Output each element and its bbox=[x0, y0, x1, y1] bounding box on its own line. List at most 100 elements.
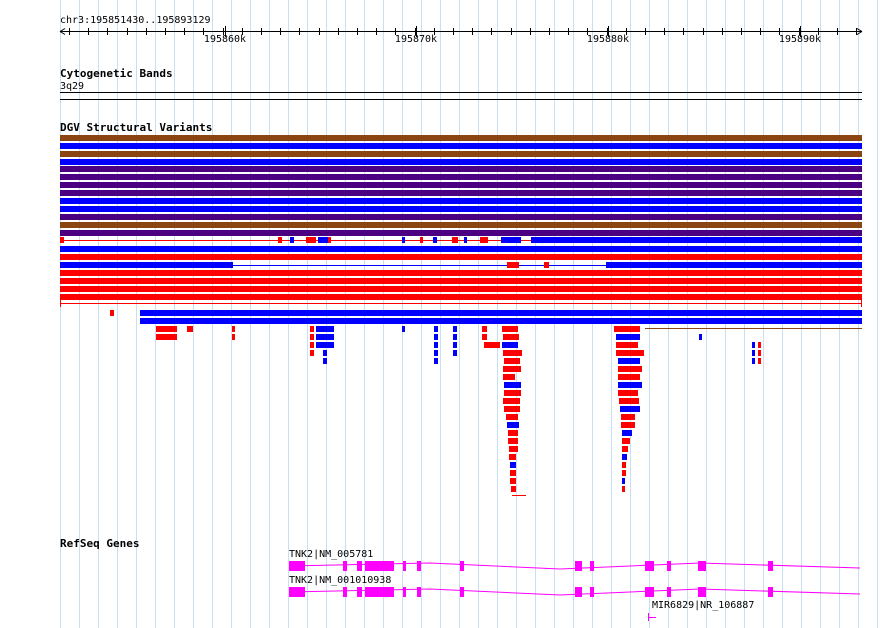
sv-block bbox=[484, 342, 500, 348]
sv-block bbox=[420, 237, 423, 243]
sv-block bbox=[618, 382, 642, 388]
sv-block bbox=[622, 438, 630, 444]
sv-block bbox=[453, 334, 457, 340]
refseq-track-title[interactable]: RefSeq Genes bbox=[60, 537, 140, 550]
sv-block bbox=[402, 237, 405, 243]
sv-block bbox=[433, 237, 437, 243]
ruler-tick-label: 195860k bbox=[203, 34, 247, 45]
sv-block bbox=[504, 382, 521, 388]
sv-block bbox=[622, 486, 625, 492]
sv-bar bbox=[60, 206, 862, 212]
sv-block bbox=[323, 350, 327, 356]
gene-label[interactable]: TNK2|NM_005781 bbox=[289, 549, 374, 560]
gene-exon bbox=[768, 561, 773, 571]
gene-exon bbox=[417, 561, 421, 571]
sv-block bbox=[290, 237, 294, 243]
sv-block bbox=[504, 358, 520, 364]
gene-exon bbox=[343, 587, 347, 597]
sv-block bbox=[509, 454, 516, 460]
sv-block bbox=[619, 398, 639, 404]
gene-label[interactable]: MIR6829|NR_106887 bbox=[652, 600, 755, 611]
sv-bar bbox=[60, 190, 862, 196]
sv-bar bbox=[60, 198, 862, 204]
sv-block bbox=[464, 237, 467, 243]
sv-block bbox=[482, 326, 487, 332]
sv-bar bbox=[60, 159, 862, 165]
sv-block bbox=[618, 374, 640, 380]
sv-bar bbox=[60, 286, 862, 292]
sv-block bbox=[510, 462, 516, 468]
sv-bar bbox=[60, 254, 862, 260]
sv-bar bbox=[60, 294, 862, 300]
sv-bar bbox=[60, 143, 862, 149]
region-label: chr3:195851430..195893129 bbox=[60, 15, 211, 26]
sv-block bbox=[752, 350, 755, 356]
sv-block bbox=[453, 342, 457, 348]
gene-exon bbox=[357, 587, 362, 597]
sv-block bbox=[480, 237, 488, 243]
sv-block bbox=[316, 334, 334, 340]
gene-exon bbox=[289, 587, 305, 597]
gene-exon bbox=[698, 561, 706, 571]
sv-block bbox=[310, 342, 314, 348]
sv-block bbox=[316, 342, 334, 348]
gene-exon bbox=[768, 587, 773, 597]
sv-block bbox=[310, 326, 314, 332]
sv-block bbox=[278, 237, 282, 243]
sv-block bbox=[614, 326, 640, 332]
sv-block bbox=[510, 478, 516, 484]
sv-block bbox=[434, 350, 438, 356]
gene-exon bbox=[667, 561, 671, 571]
sv-block bbox=[187, 326, 193, 332]
sv-bar bbox=[60, 230, 862, 236]
gene-exon bbox=[575, 561, 582, 571]
sv-block bbox=[699, 334, 702, 340]
gene-exon bbox=[645, 587, 654, 597]
sv-block bbox=[453, 326, 457, 332]
dgv-track-title[interactable]: DGV Structural Variants bbox=[60, 121, 213, 134]
sv-bar bbox=[60, 166, 862, 172]
sv-block bbox=[310, 350, 314, 356]
gene-exon bbox=[343, 561, 347, 571]
sv-block bbox=[752, 358, 755, 364]
sv-block bbox=[328, 237, 331, 243]
sv-bar bbox=[60, 278, 862, 284]
sv-block bbox=[511, 486, 516, 492]
sv-block bbox=[622, 470, 626, 476]
gene-exon bbox=[403, 587, 406, 597]
ruler-tick-label: 195870k bbox=[394, 34, 438, 45]
sv-block bbox=[622, 478, 625, 484]
gene-exon bbox=[698, 587, 706, 597]
sv-block bbox=[509, 446, 518, 452]
sv-bar bbox=[60, 262, 233, 268]
sv-block bbox=[323, 358, 327, 364]
sv-block bbox=[318, 237, 328, 243]
gene-exon bbox=[575, 587, 582, 597]
gene-exon bbox=[365, 561, 394, 571]
sv-block bbox=[618, 358, 640, 364]
gene-exon bbox=[667, 587, 671, 597]
sv-block bbox=[758, 350, 761, 356]
sv-block bbox=[60, 237, 64, 243]
sv-block bbox=[503, 366, 521, 372]
gene-exon bbox=[590, 561, 594, 571]
sv-block bbox=[622, 462, 626, 468]
sv-block bbox=[503, 350, 522, 356]
gene-exon bbox=[460, 561, 464, 571]
gene-label[interactable]: TNK2|NM_001010938 bbox=[289, 575, 392, 586]
gene-exon bbox=[417, 587, 421, 597]
sv-block bbox=[503, 398, 520, 404]
sv-bar bbox=[60, 246, 862, 252]
sv-block bbox=[503, 334, 519, 340]
sv-block bbox=[232, 334, 235, 340]
sv-block bbox=[504, 390, 521, 396]
sv-block bbox=[510, 470, 516, 476]
ruler-arrow bbox=[59, 28, 863, 35]
sv-block bbox=[434, 358, 438, 364]
sv-block bbox=[434, 326, 438, 332]
sv-block bbox=[482, 334, 487, 340]
cytoband-track-title[interactable]: Cytogenetic Bands bbox=[60, 67, 173, 80]
sv-bar bbox=[60, 270, 862, 276]
